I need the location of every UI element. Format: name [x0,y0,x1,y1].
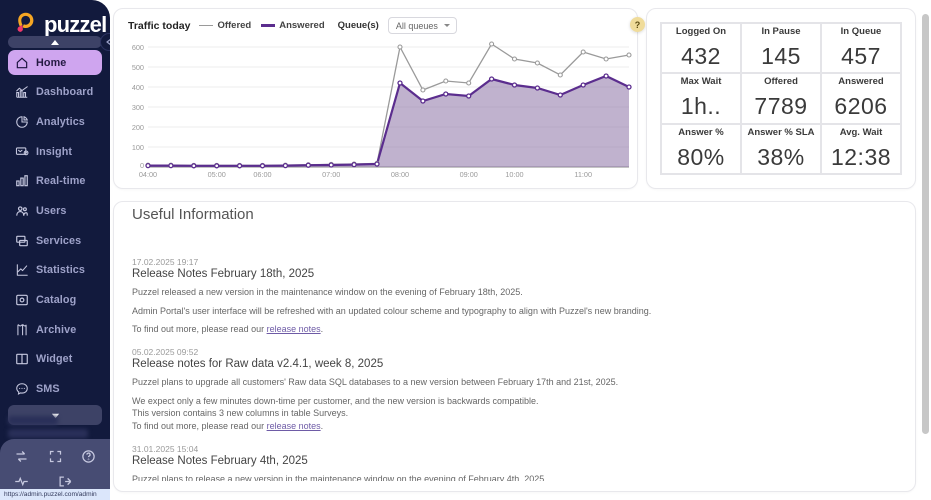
svg-text:0: 0 [140,161,144,170]
svg-text:300: 300 [132,103,144,112]
svg-text:05:00: 05:00 [208,170,226,179]
svg-text:600: 600 [132,43,144,52]
svg-text:06:00: 06:00 [253,170,271,179]
svg-text:200: 200 [132,123,144,132]
svg-text:07:00: 07:00 [322,170,340,179]
svg-text:100: 100 [132,143,144,152]
svg-text:08:00: 08:00 [391,170,409,179]
svg-text:500: 500 [132,63,144,72]
svg-text:11:00: 11:00 [574,170,592,179]
svg-text:09:00: 09:00 [460,170,478,179]
svg-text:400: 400 [132,83,144,92]
svg-text:04:00: 04:00 [139,170,157,179]
svg-text:10:00: 10:00 [505,170,523,179]
